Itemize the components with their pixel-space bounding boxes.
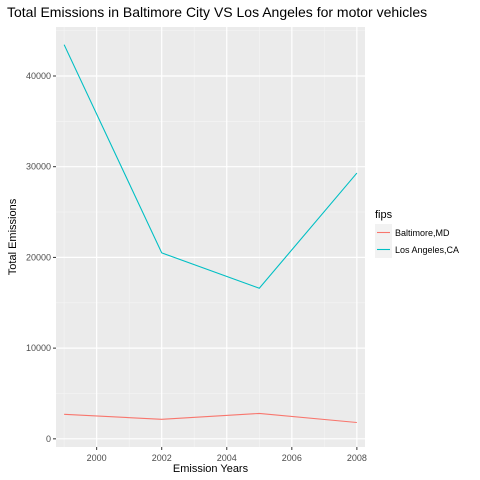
legend-label: Baltimore,MD: [395, 228, 450, 238]
series-line-0: [64, 412, 357, 424]
y-tick-label: 0: [46, 434, 51, 444]
legend-label: Los Angeles,CA: [395, 245, 459, 255]
y-tick-labels: 0 10000 20000 30000 40000: [26, 71, 51, 444]
series-lines: [63, 44, 358, 424]
x-tick-label: 2004: [217, 453, 237, 463]
legend-title: fips: [375, 209, 393, 221]
x-tick-label: 2002: [152, 453, 172, 463]
y-tick-label: 10000: [26, 343, 51, 353]
x-axis-title: Emission Years: [173, 463, 249, 475]
x-tick-label: 2008: [347, 453, 367, 463]
chart-title: Total Emissions in Baltimore City VS Los…: [7, 4, 427, 20]
y-tick-label: 40000: [26, 71, 51, 81]
x-tick-labels: 2000 2002 2004 2006 2008: [87, 453, 367, 463]
x-tick-label: 2006: [282, 453, 302, 463]
series-line-1: [63, 44, 358, 289]
axis-ticks: [53, 75, 358, 450]
x-tick-label: 2000: [87, 453, 107, 463]
major-gridlines: [56, 27, 365, 447]
y-tick-label: 20000: [26, 252, 51, 262]
minor-gridlines: [56, 27, 365, 447]
y-tick-label: 30000: [26, 162, 51, 172]
legend: fips Baltimore,MD Los Angeles,CA: [375, 209, 459, 258]
plot-panel: [56, 27, 365, 447]
y-axis-title: Total Emissions: [7, 198, 19, 275]
